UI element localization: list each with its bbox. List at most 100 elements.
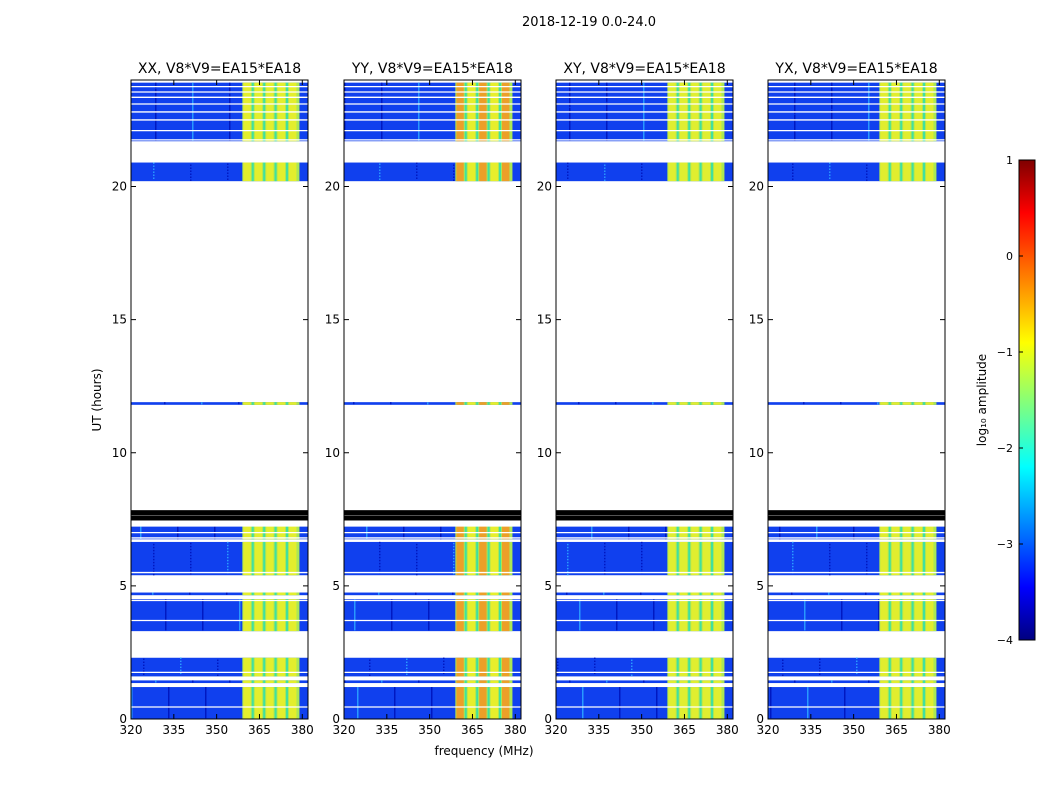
noise-speckle bbox=[214, 532, 216, 535]
noise-speckle bbox=[619, 693, 621, 695]
noise-speckle bbox=[878, 611, 880, 613]
noise-speckle bbox=[131, 711, 133, 713]
noise-speckle bbox=[643, 128, 645, 130]
noise-speckle bbox=[418, 83, 420, 85]
noise-speckle bbox=[391, 602, 393, 604]
noise-speckle bbox=[418, 137, 420, 139]
noise-speckle bbox=[131, 704, 133, 706]
noise-speckle bbox=[190, 173, 192, 175]
band-stripe bbox=[467, 541, 476, 576]
noise-speckle bbox=[829, 546, 831, 549]
noise-speckle bbox=[202, 608, 204, 610]
noise-speckle bbox=[344, 106, 346, 108]
band-stripe bbox=[266, 599, 274, 632]
noise-speckle bbox=[168, 694, 170, 696]
noise-speckle bbox=[192, 120, 194, 122]
noise-speckle bbox=[416, 546, 418, 549]
noise-speckle bbox=[841, 622, 843, 624]
panel-title: XY, V8*V9=EA15*EA18 bbox=[563, 61, 725, 77]
band-stripe bbox=[467, 687, 476, 719]
noise-speckle bbox=[878, 612, 880, 614]
band-stripe bbox=[289, 592, 297, 596]
noise-speckle bbox=[606, 123, 608, 125]
noise-speckle bbox=[229, 137, 231, 139]
noise-speckle bbox=[619, 711, 621, 713]
noise-speckle bbox=[391, 625, 393, 627]
noise-speckle bbox=[853, 530, 855, 533]
noise-speckle bbox=[829, 168, 831, 170]
noise-speckle bbox=[357, 715, 359, 717]
noise-speckle bbox=[379, 550, 381, 553]
noise-speckle bbox=[606, 112, 608, 114]
noise-speckle bbox=[770, 700, 772, 702]
noise-speckle bbox=[192, 90, 194, 92]
noise-speckle bbox=[844, 711, 846, 713]
noise-speckle bbox=[770, 703, 772, 705]
noise-speckle bbox=[168, 695, 170, 697]
noise-speckle bbox=[616, 607, 618, 609]
noise-speckle bbox=[831, 134, 833, 136]
noise-speckle bbox=[665, 534, 667, 537]
noise-speckle bbox=[192, 117, 194, 119]
noise-speckle bbox=[582, 694, 584, 696]
noise-speckle bbox=[619, 710, 621, 712]
noise-speckle bbox=[418, 106, 420, 108]
noise-speckle bbox=[381, 89, 383, 91]
noise-speckle bbox=[192, 106, 194, 108]
noise-speckle bbox=[591, 527, 593, 530]
noise-speckle bbox=[229, 121, 231, 123]
noise-speckle bbox=[391, 621, 393, 623]
noise-speckle bbox=[201, 402, 203, 404]
noise-speckle bbox=[606, 89, 608, 91]
noise-speckle bbox=[579, 621, 581, 623]
noise-speckle bbox=[569, 112, 571, 114]
noise-speckle bbox=[807, 690, 809, 692]
noise-speckle bbox=[192, 108, 194, 110]
noise-speckle bbox=[443, 657, 445, 659]
noise-speckle bbox=[205, 714, 207, 716]
noise-speckle bbox=[770, 698, 772, 700]
noise-speckle bbox=[192, 113, 194, 115]
noise-speckle bbox=[428, 617, 430, 619]
noise-speckle bbox=[615, 402, 617, 404]
noise-speckle bbox=[177, 530, 179, 533]
noise-speckle bbox=[131, 708, 133, 710]
noise-speckle bbox=[379, 568, 381, 571]
band-stripe bbox=[266, 657, 274, 677]
noise-speckle bbox=[619, 687, 621, 689]
band-stripe bbox=[891, 680, 900, 684]
noise-speckle bbox=[628, 529, 630, 532]
noise-speckle bbox=[606, 680, 608, 682]
noise-speckle bbox=[394, 691, 396, 693]
noise-speckle bbox=[616, 616, 618, 618]
noise-speckle bbox=[391, 622, 393, 624]
noise-speckle bbox=[177, 528, 179, 531]
noise-speckle bbox=[229, 125, 231, 127]
noise-speckle bbox=[155, 108, 157, 110]
noise-speckle bbox=[569, 680, 571, 682]
noise-speckle bbox=[192, 82, 194, 84]
noise-speckle bbox=[192, 131, 194, 133]
noise-speckle bbox=[841, 628, 843, 630]
band-stripe bbox=[926, 541, 934, 576]
noise-speckle bbox=[656, 711, 658, 713]
noise-speckle bbox=[394, 716, 396, 718]
noise-speckle bbox=[428, 626, 430, 628]
noise-speckle bbox=[418, 92, 420, 94]
noise-speckle bbox=[770, 701, 772, 703]
noise-speckle bbox=[616, 617, 618, 619]
noise-speckle bbox=[394, 695, 396, 697]
noise-speckle bbox=[844, 698, 846, 700]
x-tick-label: 320 bbox=[757, 723, 780, 737]
noise-speckle bbox=[391, 601, 393, 603]
noise-speckle bbox=[569, 102, 571, 104]
flagged-bar bbox=[768, 510, 945, 516]
band-stripe bbox=[903, 402, 911, 405]
data-segment bbox=[556, 592, 733, 596]
noise-speckle bbox=[379, 556, 381, 559]
band-stripe bbox=[502, 599, 510, 632]
noise-speckle bbox=[643, 115, 645, 117]
noise-speckle bbox=[866, 176, 868, 178]
noise-speckle bbox=[177, 527, 179, 530]
noise-speckle bbox=[431, 699, 433, 701]
